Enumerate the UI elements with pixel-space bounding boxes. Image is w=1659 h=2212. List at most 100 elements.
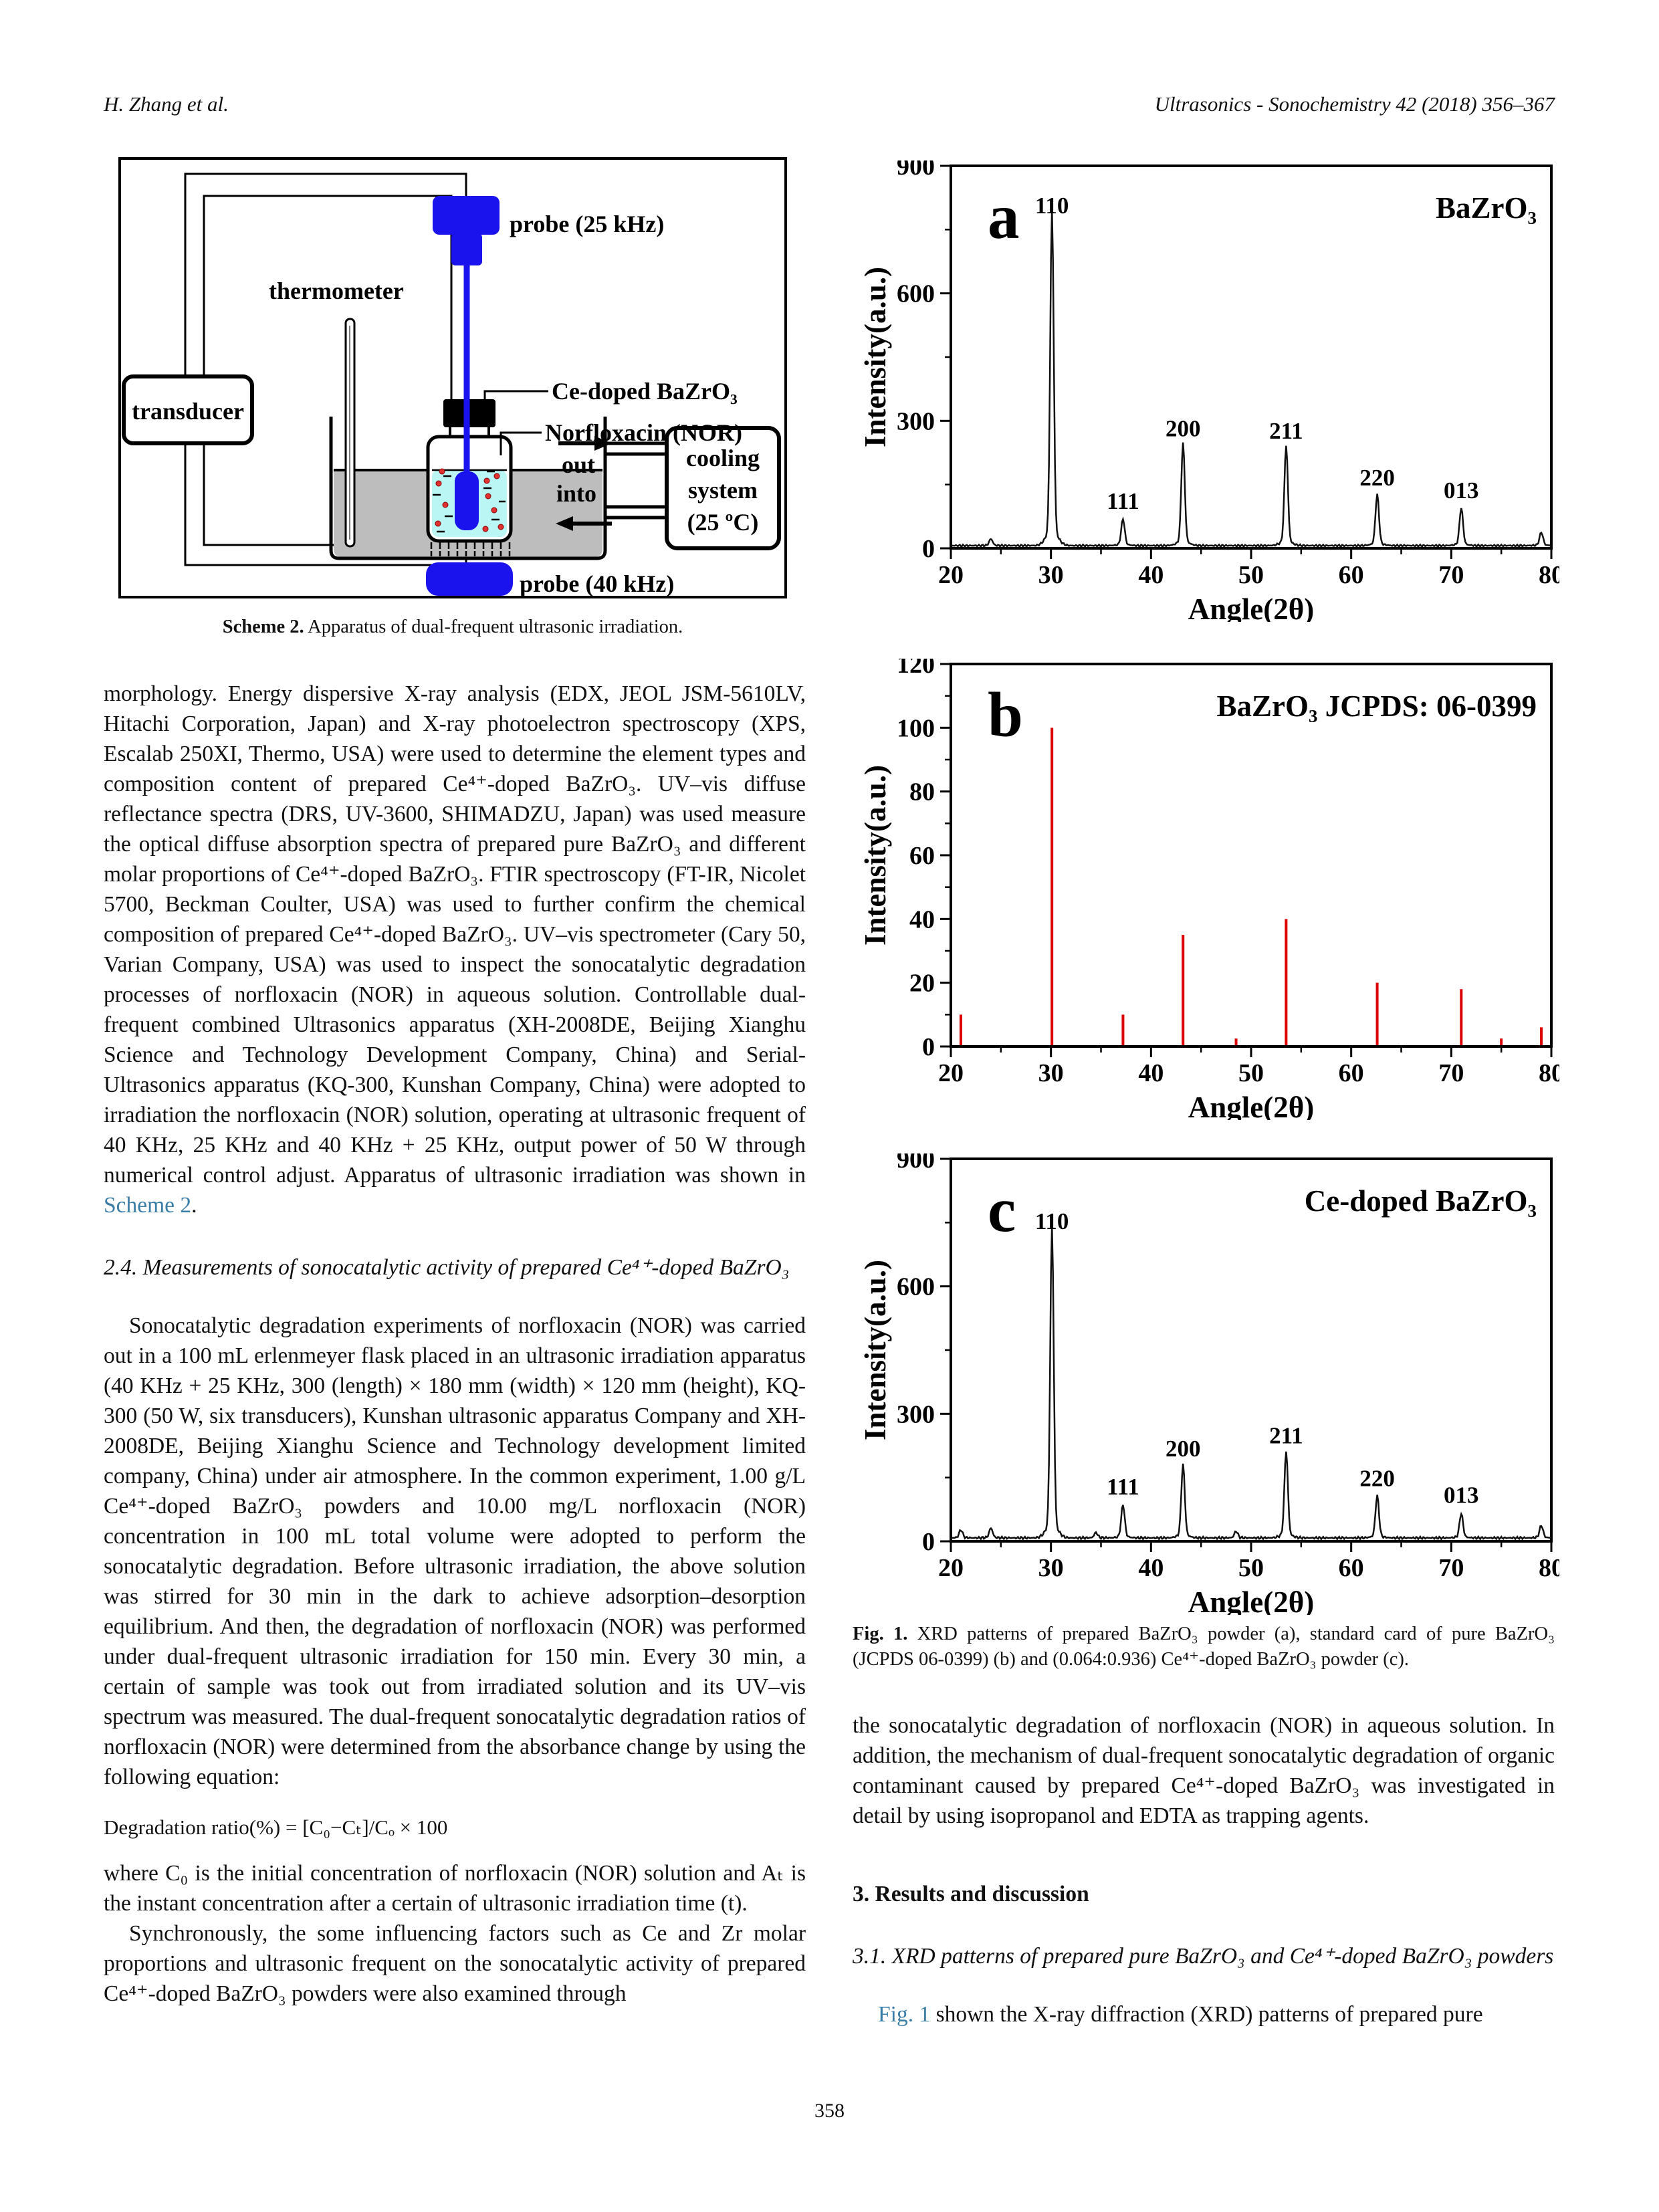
paragraph-influencing-factors: Synchronously, the some influencing fact…	[104, 1921, 806, 2006]
into-arrow-head	[556, 516, 573, 531]
y-tick-label: 300	[897, 1400, 935, 1428]
page-header: H. Zhang et al. Ultrasonics - Sonochemis…	[104, 92, 1555, 116]
x-tick-label: 60	[1339, 561, 1364, 589]
header-journal-title: Ultrasonics - Sonochemistry 42 (2018) 35…	[1154, 92, 1555, 116]
x-tick-label: 50	[1238, 1554, 1264, 1582]
panel-letter: a	[988, 181, 1020, 252]
paragraph-degradation-intro: the sonocatalytic degradation of norflox…	[853, 1713, 1555, 1828]
scheme-2-figure: transducer cooling system (25 ºC) probe …	[118, 157, 787, 598]
y-tick-label: 0	[922, 1528, 935, 1556]
norfloxacin-leader-line	[500, 431, 542, 455]
y-tick-label: 40	[909, 905, 935, 933]
ce-doped-label: Ce-doped BaZrO₃	[552, 378, 738, 405]
scheme-outer-box	[118, 157, 787, 598]
fig-1-caption-text: XRD patterns of prepared BaZrO₃ powder (…	[853, 1624, 1555, 1670]
x-tick-label: 60	[1339, 1059, 1364, 1087]
y-axis-title: Intensity(a.u.)	[859, 267, 892, 447]
peak-label-111: 111	[1107, 488, 1139, 514]
norfloxacin-label: Norfloxacin (NOR)	[545, 419, 742, 446]
fig-1-caption: Fig. 1. XRD patterns of prepared BaZrO₃ …	[853, 1622, 1555, 1672]
y-tick-label: 80	[909, 778, 935, 806]
paragraph-equation-definition: where C₀ is the initial concentration of…	[104, 1861, 806, 1916]
paragraph-methods-text: morphology. Energy dispersive X-ray anal…	[104, 681, 806, 1188]
peak-label-110: 110	[1035, 193, 1069, 219]
section-3-1-heading: 3.1. XRD patterns of prepared pure BaZrO…	[853, 1944, 1554, 1969]
thermometer-label: thermometer	[269, 278, 404, 304]
scheme-2-caption-text: Apparatus of dual-frequent ultrasonic ir…	[304, 617, 683, 637]
x-axis-title: Angle(2θ)	[1188, 1585, 1314, 1615]
probe-25khz-stem	[451, 233, 482, 265]
chart-title: BaZrO₃	[1436, 191, 1537, 225]
paragraph-fig1-reference: Fig. 1 shown the X-ray diffraction (XRD)…	[853, 1999, 1555, 2029]
paragraph-experiment: Sonocatalytic degradation experiments of…	[104, 1313, 806, 1789]
scheme-2-caption-label: Scheme 2.	[222, 617, 304, 637]
y-tick-label: 600	[897, 280, 935, 308]
x-tick-label: 70	[1438, 1059, 1464, 1087]
cooling-label-line2: system	[688, 477, 758, 504]
page-number: 358	[814, 2100, 845, 2122]
xrd-chart-b: 20 30 40 50 60 70 80 0 20 40 60 80 100 120 Angle(2θ) In…	[851, 651, 1564, 1124]
paragraph-methods: morphology. Energy dispersive X-ray anal…	[104, 679, 806, 1220]
fig-1-caption-label: Fig. 1.	[853, 1624, 908, 1644]
y-tick-label: 600	[897, 1273, 935, 1301]
header-authors: H. Zhang et al.	[104, 92, 229, 116]
fig-1-link[interactable]: Fig. 1	[878, 2002, 931, 2027]
section-2-4-heading: 2.4. Measurements of sonocatalytic activ…	[104, 1255, 790, 1280]
apparatus-diagram: transducer cooling system (25 ºC) probe …	[118, 157, 787, 598]
x-tick-label: 30	[1038, 1554, 1064, 1582]
out-arrow-head	[594, 436, 612, 451]
x-tick-label: 70	[1438, 561, 1464, 589]
ultrasound-dashes	[430, 542, 511, 556]
panel-letter: c	[988, 1174, 1016, 1245]
cooling-system-box	[665, 426, 781, 550]
xrd-trace	[950, 209, 1551, 548]
y-tick-label: 120	[897, 659, 935, 679]
degradation-ratio-equation: Degradation ratio(%) = [C₀−Cₜ]/Cₒ × 100	[104, 1815, 448, 1839]
x-tick-label: 40	[1138, 1554, 1164, 1582]
transducer-box	[122, 374, 254, 445]
x-tick-label: 30	[1038, 561, 1064, 589]
x-tick-label: 20	[938, 1059, 964, 1087]
y-tick-label: 20	[909, 970, 935, 998]
xrd-chart-c: 20 30 40 50 60 70 80 0 300 600 900 Angle(2θ) Intensi…	[851, 1145, 1564, 1619]
chart-title: BaZrO₃ JCPDS: 06-0399	[1217, 689, 1537, 723]
x-tick-label: 30	[1038, 1059, 1064, 1087]
scheme-2-caption: Scheme 2. Apparatus of dual-frequent ult…	[118, 617, 787, 638]
x-axis-title: Angle(2θ)	[1188, 592, 1314, 622]
wire-loop-inner	[203, 195, 453, 546]
y-tick-label: 900	[897, 160, 935, 181]
peak-label-013: 013	[1444, 1482, 1479, 1509]
peak-label-111: 111	[1107, 1474, 1139, 1500]
section-3-heading: 3. Results and discussion	[853, 1882, 1089, 1906]
chart-title: Ce-doped BaZrO₃	[1305, 1184, 1537, 1218]
ce-doped-leader-line	[483, 390, 548, 423]
y-tick-label: 300	[897, 407, 935, 435]
x-tick-label: 70	[1438, 1554, 1464, 1582]
x-tick-label: 40	[1138, 1059, 1164, 1087]
paragraph-fig1-reference-text: shown the X-ray diffraction (XRD) patter…	[930, 2002, 1483, 2027]
peak-label-220: 220	[1359, 465, 1395, 491]
y-tick-label: 900	[897, 1153, 935, 1174]
probe-40khz-label: probe (40 kHz)	[520, 570, 674, 597]
y-tick-label: 0	[922, 1033, 935, 1061]
probe-25khz-cap	[433, 196, 500, 235]
x-tick-label: 50	[1238, 561, 1264, 589]
x-tick-label: 20	[938, 561, 964, 589]
x-tick-label: 40	[1138, 561, 1164, 589]
x-tick-label: 80	[1539, 1554, 1559, 1582]
peak-label-211: 211	[1269, 1423, 1303, 1449]
y-tick-label: 100	[897, 714, 935, 742]
catalyst-particles	[435, 468, 504, 532]
y-tick-label: 0	[922, 535, 935, 563]
scheme-2-link[interactable]: Scheme 2	[104, 1193, 192, 1218]
suspension-dashes	[433, 470, 506, 533]
peak-label-220: 220	[1359, 1465, 1395, 1491]
peak-label-200: 200	[1166, 416, 1201, 442]
chart-svg-c: 20 30 40 50 60 70 80 0 300 600 900 Angle(2θ) Intensi…	[859, 1145, 1564, 1619]
probe-40khz	[426, 562, 513, 596]
left-column: morphology. Energy dispersive X-ray anal…	[104, 679, 806, 2009]
right-column: the sonocatalytic degradation of norflox…	[853, 1710, 1555, 2029]
xrd-chart-a: 20 30 40 50 60 70 80 0 300 600 900 Angle(2θ) Intensi…	[851, 152, 1564, 626]
x-tick-label: 80	[1539, 561, 1559, 589]
cooling-pipes	[605, 441, 667, 520]
